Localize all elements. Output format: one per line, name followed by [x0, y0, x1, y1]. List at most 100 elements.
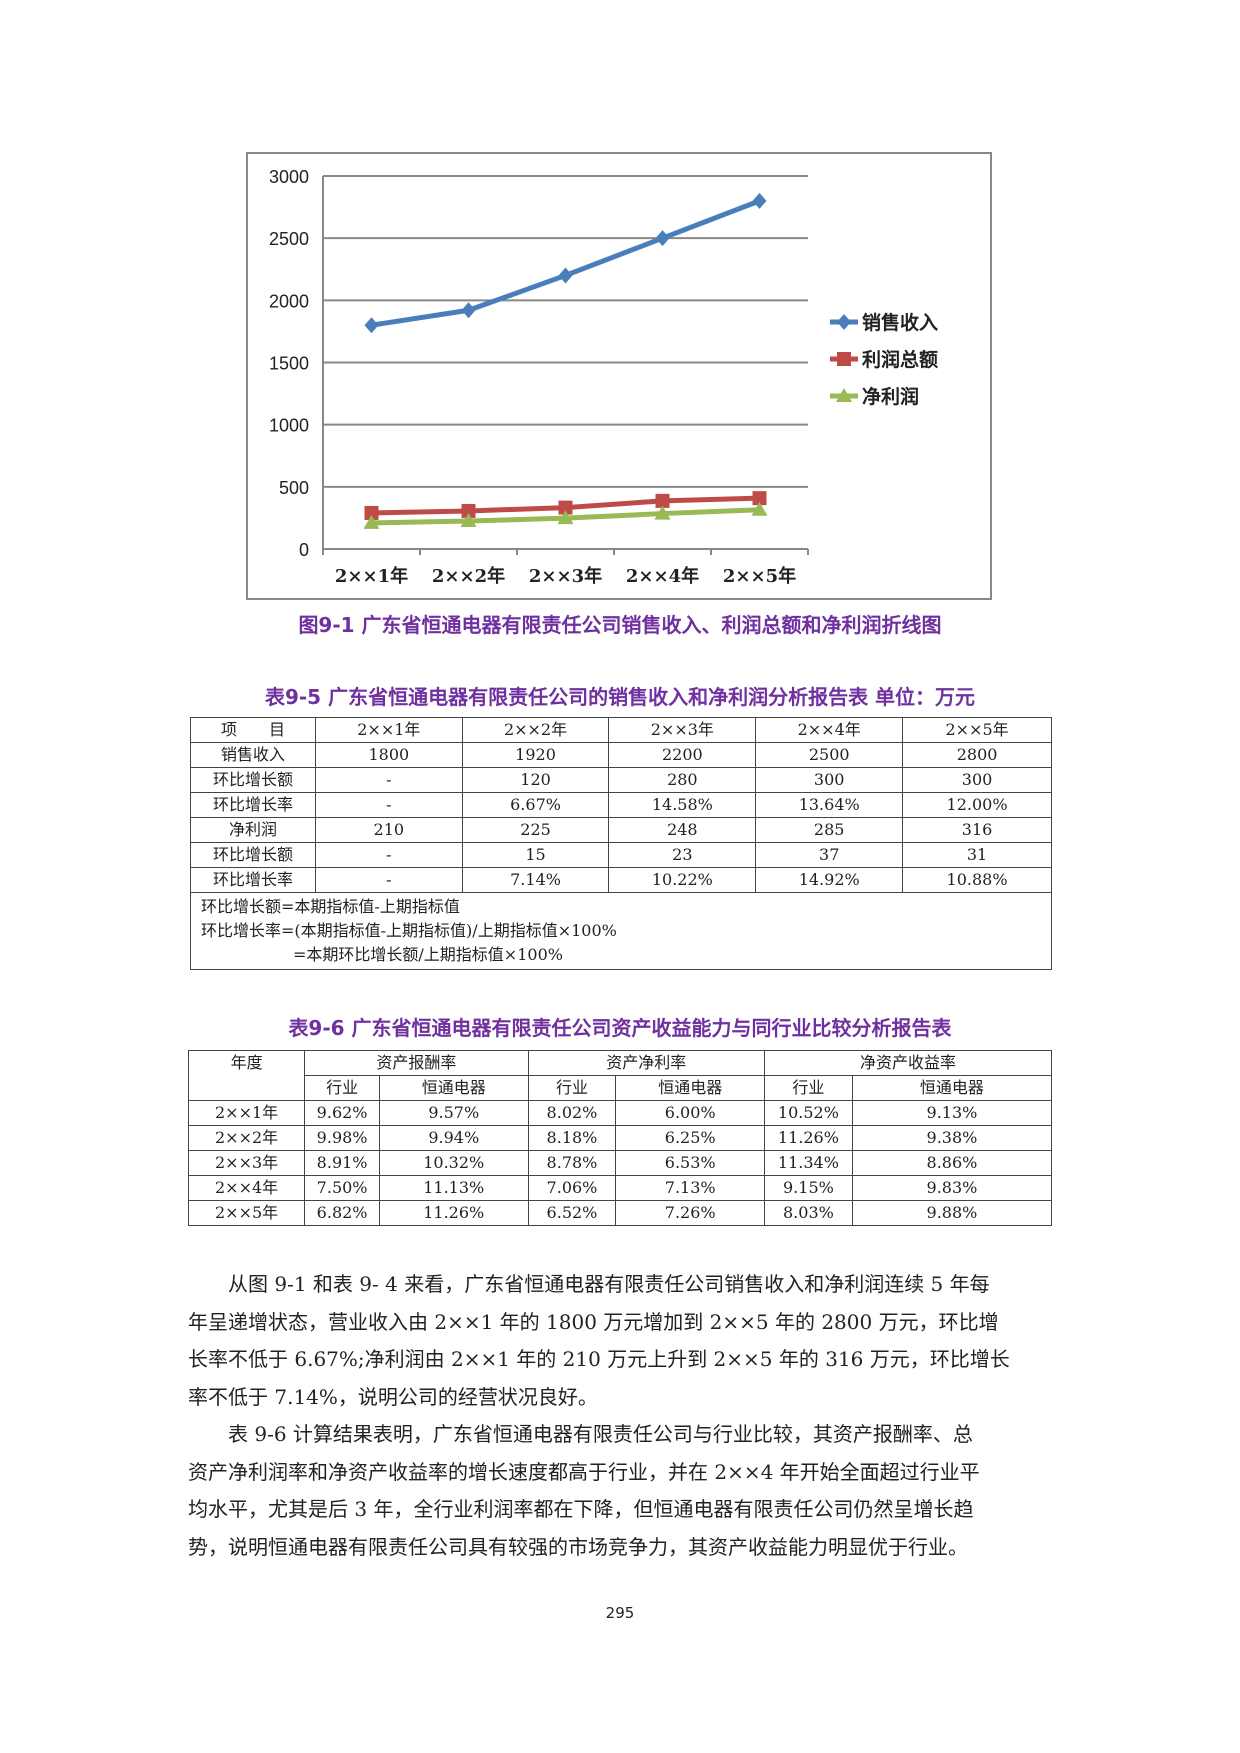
y-tick-label: 1000 [269, 416, 309, 436]
legend-label: 利润总额 [862, 348, 938, 371]
table1-title: 表9-5 广东省恒通电器有限责任公司的销售收入和净利润分析报告表 单位：万元 [264, 685, 976, 709]
sub-header: 行业 [527, 1075, 617, 1101]
table-cell: 9.57% [378, 1100, 529, 1126]
legend-marker [836, 388, 852, 402]
table-cell: 8.03% [763, 1200, 853, 1226]
table-cell: 2××5年 [187, 1200, 306, 1226]
y-tick-label: 0 [299, 540, 309, 560]
table-cell: 316 [902, 817, 1052, 843]
data-point [364, 505, 379, 520]
header-cell: 2××4年 [755, 717, 904, 743]
figure-caption: 图9-1 广东省恒通电器有限责任公司销售收入、利润总额和净利润折线图 [298, 613, 942, 637]
table-cell: 280 [608, 767, 757, 793]
data-point [461, 503, 476, 518]
x-tick-label: 2××3年 [529, 565, 602, 587]
text-line: 势，说明恒通电器有限责任公司具有较强的市场竞争力，其资产收益能力明显优于行业。 [188, 1534, 968, 1559]
table-cell: 2××3年 [187, 1150, 306, 1176]
header-cell: 项 目 [190, 717, 316, 743]
formula-line: 环比增长率=(本期指标值-上期指标值)/上期指标值×100% [201, 921, 617, 940]
formula-line: 环比增长额=本期指标值-上期指标值 [201, 897, 460, 916]
y-tick-label: 3000 [269, 167, 309, 187]
text-line: 率不低于 7.14%，说明公司的经营状况良好。 [188, 1384, 598, 1409]
table-row: 环比增长额 -120 280 300 300 [190, 767, 1052, 793]
legend-marker [837, 352, 851, 366]
formula-notes: 环比增长额=本期指标值-上期指标值环比增长率=(本期指标值-上期指标值)/上期指… [190, 892, 1052, 970]
table-cell: 10.88% [902, 867, 1052, 893]
data-point [557, 510, 574, 525]
table-cell: 2××1年 [187, 1100, 306, 1126]
text-line: 均水平，尤其是后 3 年，全行业利润率都在下降，但恒通电器有限责任公司仍然呈增长… [188, 1497, 974, 1521]
data-point [752, 491, 767, 506]
table-cell: 7.26% [615, 1200, 765, 1226]
table-cell: 8.78% [527, 1150, 617, 1176]
x-tick-label: 2××2年 [432, 565, 505, 587]
table-cell: 销售收入 [190, 742, 316, 768]
sub-header: 行业 [304, 1075, 380, 1101]
sales-profit-table: 项 目 2××1年 2××2年 2××3年 2××4年 2××5年 销售收入 1800 1920… [190, 717, 1052, 970]
table-cell: 9.15% [763, 1175, 853, 1201]
table-cell: 6.00% [615, 1100, 765, 1126]
table-cell: 210 [314, 817, 463, 843]
table-cell: 120 [461, 767, 610, 793]
data-point [460, 513, 477, 528]
table-cell: 300 [755, 767, 904, 793]
table-cell: 环比增长率 [190, 792, 316, 818]
table-cell: 9.38% [851, 1125, 1053, 1151]
line-chart: 0 500 1000 1500 2000 2500 3000 2××1年 2××2年 2××3年 2… [246, 152, 992, 600]
table-row: 环比增长率 -7.14% 10.22% 14.92% 10.88% [190, 867, 1052, 893]
table-cell: - [314, 867, 463, 893]
legend-marker [837, 314, 851, 330]
text-line: 表 9-6 计算结果表明，广东省恒通电器有限责任公司与行业比较，其资产报酬率、总 [188, 1422, 973, 1446]
table-cell: 7.14% [461, 867, 610, 893]
y-tick-label: 1500 [269, 354, 309, 374]
table-cell: 7.13% [615, 1175, 765, 1201]
data-point [751, 501, 768, 516]
x-tick-label: 2××4年 [626, 565, 699, 587]
year-header: 年度 [187, 1050, 306, 1101]
y-tick-label: 2000 [269, 291, 309, 311]
sub-header: 恒通电器 [615, 1075, 765, 1101]
header-cell: 2××5年 [902, 717, 1052, 743]
table-cell: 225 [461, 817, 610, 843]
table-cell: 2800 [902, 742, 1052, 768]
table-cell: 8.18% [527, 1125, 617, 1151]
header-cell: 2××2年 [461, 717, 610, 743]
table-cell: 9.94% [378, 1125, 529, 1151]
x-tick-label: 2××1年 [335, 565, 408, 587]
table2-title: 表9-6 广东省恒通电器有限责任公司资产收益能力与同行业比较分析报告表 [288, 1016, 952, 1040]
data-point [461, 302, 476, 319]
chart-svg: 0 500 1000 1500 2000 2500 3000 2××1年 2××2年 2××3年 2… [269, 167, 938, 587]
table-cell: 净利润 [190, 817, 316, 843]
group-header: 资产净利率 [527, 1050, 765, 1076]
table-cell: 2200 [608, 742, 757, 768]
data-point [558, 267, 573, 284]
page-number: 295 [605, 1604, 635, 1622]
table-cell: 2××2年 [187, 1125, 306, 1151]
table-cell: 7.50% [304, 1175, 380, 1201]
table-cell: 8.86% [851, 1150, 1053, 1176]
table-cell: 14.58% [608, 792, 757, 818]
table-cell: 环比增长率 [190, 867, 316, 893]
table-cell: 2××4年 [187, 1175, 306, 1201]
table-cell: 248 [608, 817, 757, 843]
table-cell: 9.98% [304, 1125, 380, 1151]
table-row: 销售收入 1800 1920 2200 2500 2800 [190, 742, 1052, 768]
data-point [655, 230, 670, 247]
sub-header-row: 行业 恒通电器 行业 恒通电器 行业 恒通电器 [189, 1075, 1053, 1101]
table-row: 净利润 210 225 248 285 316 [190, 817, 1052, 843]
table-cell: 285 [755, 817, 904, 843]
table-cell: - [314, 767, 463, 793]
header-cell: 2××1年 [314, 717, 463, 743]
data-point [654, 505, 671, 520]
table-cell: 6.67% [461, 792, 610, 818]
group-header: 净资产收益率 [763, 1050, 1053, 1076]
text-line: 从图 9-1 和表 9- 4 来看，广东省恒通电器有限责任公司销售收入和净利润连… [188, 1272, 990, 1296]
table-cell: 31 [902, 842, 1052, 868]
table-cell: 1920 [461, 742, 610, 768]
header-cell: 2××3年 [608, 717, 757, 743]
table-header-row: 项 目 2××1年 2××2年 2××3年 2××4年 2××5年 [190, 717, 1052, 743]
table-cell: 6.52% [527, 1200, 617, 1226]
table-cell: 11.13% [378, 1175, 529, 1201]
notes-row: 环比增长额=本期指标值-上期指标值环比增长率=(本期指标值-上期指标值)/上期指… [190, 892, 1052, 970]
table-cell: - [314, 842, 463, 868]
